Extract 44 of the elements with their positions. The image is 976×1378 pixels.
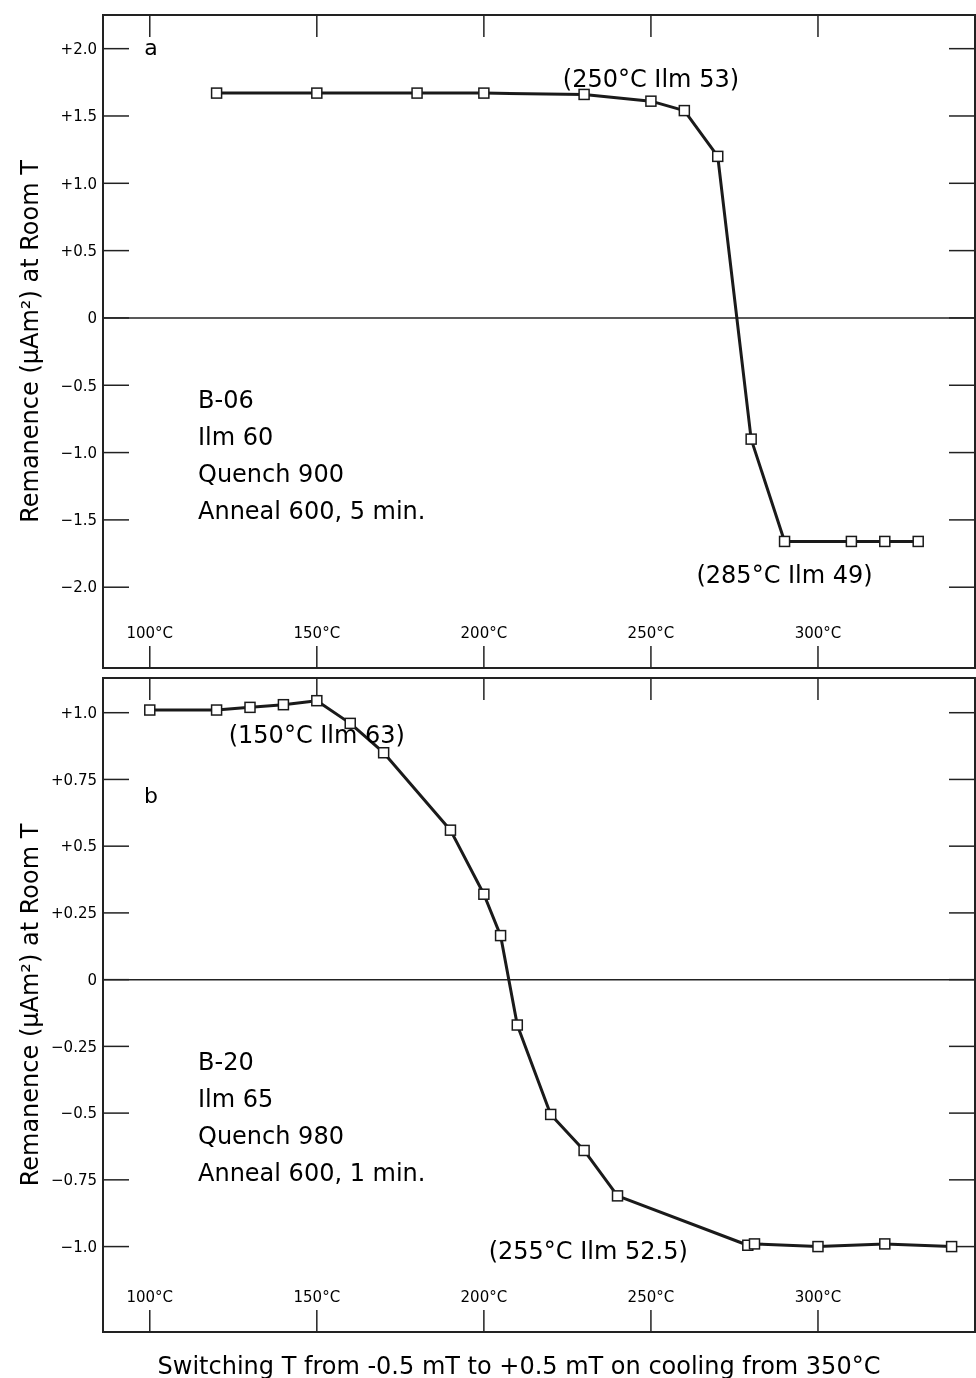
y-tick-label: −1.0 (60, 443, 97, 462)
annotation: B-20 (198, 1047, 254, 1076)
y-tick-label: 0 (87, 309, 97, 328)
y-axis-title: Remanence (μAm²) at Room T (16, 823, 44, 1187)
y-tick-label: +1.0 (60, 703, 97, 722)
y-tick-label: −0.25 (51, 1037, 97, 1056)
y-tick-label: +0.25 (51, 904, 97, 923)
text: a (144, 35, 158, 60)
y-tick-label: −1.0 (60, 1237, 97, 1256)
y-tick-label: −0.5 (60, 376, 97, 395)
y-tick-label: +1.0 (60, 174, 97, 193)
annotation: Ilm 60 (198, 422, 274, 451)
x-tick-label: 200°C (460, 624, 508, 642)
x-tick-label: 150°C (293, 624, 341, 642)
annotation: (150°C Ilm 63) (228, 720, 405, 749)
annotation: Ilm 65 (198, 1084, 274, 1113)
annotation: (250°C Ilm 53) (562, 65, 740, 94)
y-tick-label: +2.0 (60, 39, 97, 58)
x-tick-label: 150°C (293, 1288, 341, 1306)
annotation: Quench 900 (198, 459, 344, 488)
y-tick-label: 0 (87, 970, 97, 989)
x-tick-label: 100°C (126, 624, 174, 642)
x-tick-label: 200°C (460, 1288, 508, 1306)
y-tick-label: −1.5 (60, 511, 97, 530)
y-tick-label: +0.75 (51, 770, 97, 789)
y-axis-title: Remanence (μAm²) at Room T (16, 159, 44, 523)
y-tick-label: −2.0 (60, 578, 97, 597)
y-tick-label: +0.5 (60, 241, 97, 260)
x-tick-label: 100°C (126, 1288, 174, 1306)
y-tick-label: +0.5 (60, 837, 97, 856)
y-tick-label: −0.5 (60, 1104, 97, 1123)
x-tick-label: 300°C (794, 624, 842, 642)
x-tick-label: 250°C (627, 1288, 675, 1306)
annotation: Anneal 600, 5 min. (198, 496, 426, 525)
annotation: (285°C Ilm 49) (696, 561, 873, 590)
text: b (144, 783, 158, 808)
annotation: B-06 (198, 385, 254, 414)
annotation: Quench 980 (198, 1121, 344, 1150)
y-tick-label: −0.75 (51, 1171, 97, 1190)
annotation: (255°C Ilm 52.5) (488, 1237, 688, 1266)
x-tick-label: 250°C (627, 624, 675, 642)
y-tick-label: +1.5 (60, 107, 97, 126)
annotation: Anneal 600, 1 min. (198, 1158, 426, 1187)
x-tick-label: 300°C (794, 1288, 842, 1306)
